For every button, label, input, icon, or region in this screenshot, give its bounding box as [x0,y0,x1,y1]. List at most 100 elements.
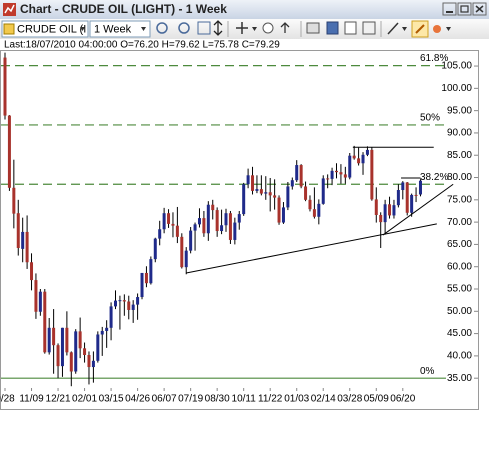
candle-body [114,300,117,307]
candle-body [83,348,87,356]
candle-body [290,180,294,187]
copy-button[interactable] [344,21,357,35]
candle-body [21,231,25,249]
candle-body [74,331,78,372]
candle-body [396,190,400,206]
candle-body [60,327,64,367]
print-button[interactable] [306,22,320,34]
candle-body [153,238,157,260]
candle-body [131,304,135,310]
candle-body [312,209,316,217]
info-bar [0,39,489,50]
x-tick-label: 03/15 [99,394,124,405]
candle-body [277,197,281,223]
save-button[interactable] [326,21,339,35]
candle-body [321,178,325,204]
x-tick-label: 10/11 [232,394,257,405]
candle-body [237,214,241,223]
candle-body [405,182,409,213]
x-tick-label: 06/07 [152,394,177,405]
x-tick-label: 02/14 [311,394,336,405]
candle-body [149,259,153,284]
symbol-dropdown[interactable] [1,20,89,38]
candle-body [78,331,82,349]
maximize-button[interactable] [457,2,472,16]
zoom-in-button[interactable] [156,22,168,34]
candle-body [211,204,215,211]
candle-body [326,178,330,180]
dropdown-arrow [402,27,407,31]
app-icon-glyph [4,4,15,14]
candle-body [167,213,171,224]
period-dropdown[interactable] [89,20,151,38]
line-tool-button[interactable] [387,22,399,35]
toolbar-icons [156,20,451,38]
candle-body [220,225,224,232]
candle-body [414,194,418,196]
candle-body [374,199,378,215]
candle-body [317,203,321,217]
candle-body [65,327,69,353]
candle-body [233,222,237,240]
symbol-text: CRUDE OIL (I [17,23,86,35]
candle-body [401,182,405,191]
candle-body [47,327,51,353]
x-tick-label: 03/28 [337,394,362,405]
y-tick-label: 85.00 [447,150,472,161]
candle-body [339,172,343,175]
candle-body [357,158,361,164]
symbol-icon [3,23,15,35]
candle-body [38,291,42,312]
candle-body [281,207,285,223]
zoom-box-button[interactable] [197,21,211,35]
y-tick-label: 100.00 [441,83,472,94]
level-label: 61.8% [420,53,448,64]
y-tick-label: 95.00 [447,105,472,116]
candle-body [388,204,392,216]
level-label: 50% [420,113,440,124]
dropdown-arrow [446,27,451,31]
crosshair-button[interactable] [236,22,248,34]
close-button[interactable] [472,2,487,16]
candle-body [202,218,206,234]
maximize-glyph [460,5,469,13]
candle-body [96,334,100,361]
scroll-button[interactable] [280,22,290,33]
candle-body [30,262,34,281]
y-tick-label: 65.00 [447,239,472,250]
y-tick-label: 50.00 [447,306,472,317]
candle-body [418,180,422,195]
minimize-button[interactable] [442,2,457,16]
candle-body [122,300,126,302]
candle-body [299,165,303,187]
x-tick-label: 12/21 [46,394,71,405]
candle-body [87,355,91,368]
y-tick-label: 60.00 [447,261,472,272]
scale-button[interactable] [213,20,223,36]
candle-body [12,187,16,214]
candle-body [361,154,365,164]
x-tick-label: 04/26 [125,394,150,405]
y-tick-label: 35.00 [447,373,472,384]
candle-body [295,165,299,181]
candle-body [215,210,219,232]
candle-body [100,330,104,335]
candle-body [105,327,109,331]
marker-button[interactable] [433,25,441,33]
hand-button[interactable] [262,22,274,34]
candle-body [109,306,113,328]
properties-button[interactable] [362,21,376,35]
candle-body [304,186,308,200]
candle-body [193,224,197,231]
candle-body [171,223,175,226]
candle-body [383,204,387,223]
candle-body [118,300,122,302]
plot-area: 35.00 40.00 45.00 50.00 55.00 60.00 65.00 70.00… [0,52,478,405]
x-tick-label: 06/20 [390,394,415,405]
zoom-out-button[interactable] [178,22,190,34]
candle-body [259,189,263,194]
window-title: Chart - CRUDE OIL (LIGHT) - 1 Week [20,2,227,16]
dropdown-arrow [141,27,146,31]
trend-line [186,223,437,274]
